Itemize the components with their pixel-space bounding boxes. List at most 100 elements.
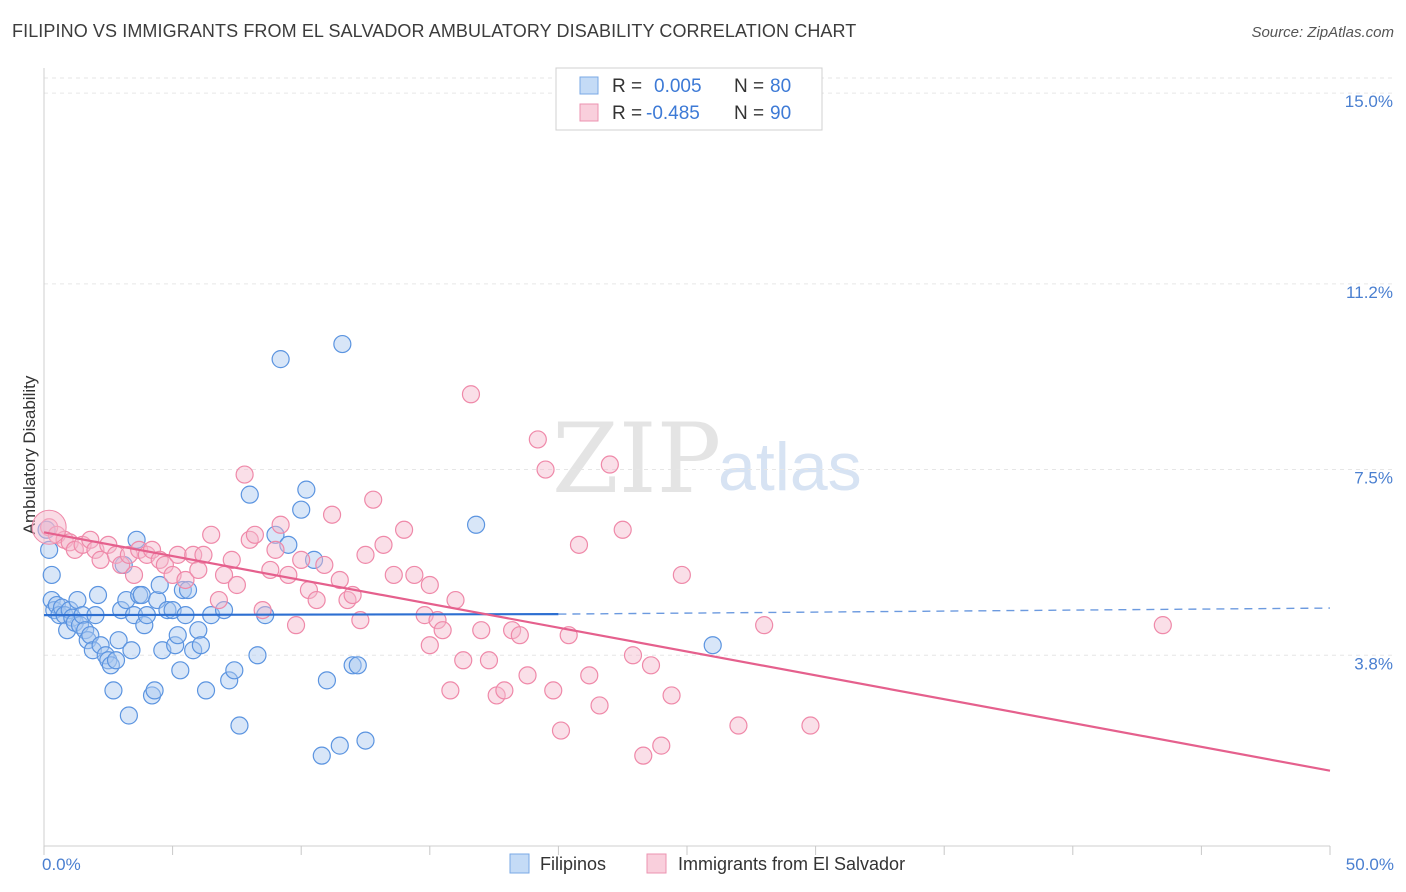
salvador-point — [292, 550, 311, 569]
filipinos-point — [225, 661, 244, 680]
salvador-point — [235, 465, 254, 484]
salvador-point — [634, 746, 653, 765]
filipinos-point — [292, 500, 311, 519]
salvador-point — [330, 570, 349, 590]
salvador-point — [202, 525, 221, 544]
filipinos-point — [330, 736, 349, 755]
watermark-atlas: atlas — [718, 429, 862, 505]
filipinos-point — [189, 621, 208, 640]
y-tick-label: 7.5% — [1354, 469, 1393, 488]
filipinos-point — [68, 590, 87, 610]
salvador-point — [472, 621, 491, 640]
salvador-point — [356, 545, 375, 564]
stats-legend-r-value-pink: -0.485 — [646, 103, 700, 124]
filipinos-point — [122, 641, 141, 660]
salvador-point — [364, 490, 383, 509]
filipinos-point — [356, 731, 375, 750]
salvador-point — [551, 721, 571, 740]
filipinos-point — [343, 656, 362, 675]
filipinos-point — [91, 636, 110, 655]
filipinos-point — [703, 636, 722, 655]
stats-legend-swatch-pink — [579, 103, 599, 122]
bottom-legend-swatch-filipinos — [509, 853, 530, 874]
salvador-point — [536, 460, 555, 479]
stats-legend-n-value-pink: 90 — [770, 103, 791, 124]
y-tick-label: 11.2% — [1346, 283, 1393, 302]
filipinos-point — [104, 681, 123, 700]
filipinos-point — [348, 656, 367, 675]
filipinos-point — [248, 646, 267, 665]
y-axis-title: Ambulatory Disability — [20, 375, 39, 534]
salvador-point — [580, 666, 599, 685]
salvador-point — [266, 540, 285, 559]
salvador-point — [433, 621, 452, 640]
chart-source: Source: ZipAtlas.com — [1251, 24, 1394, 41]
filipinos-point — [220, 671, 239, 690]
filipinos-point — [119, 706, 138, 725]
salvador-point — [569, 535, 589, 554]
salvador-point — [461, 385, 481, 404]
salvador-point — [374, 535, 393, 554]
salvador-point — [528, 430, 547, 449]
filipinos-point — [168, 626, 187, 645]
salvador-point — [454, 651, 473, 670]
salvador-point — [801, 716, 820, 735]
salvador-point — [441, 681, 460, 700]
stats-legend-frame — [555, 67, 823, 131]
salvador-point — [209, 590, 228, 610]
salvador-point — [394, 520, 414, 539]
salvador-point — [112, 555, 131, 575]
filipinos-point — [304, 550, 324, 569]
salvador-point — [518, 666, 537, 685]
filipinos-point — [333, 334, 352, 354]
salvador-point — [641, 656, 661, 675]
stats-legend-n-label-blue: N = — [734, 76, 764, 97]
salvador-point — [420, 575, 439, 595]
filipinos-point — [101, 656, 120, 675]
filipinos-point — [196, 681, 216, 700]
filipinos-point — [96, 646, 115, 665]
stats-legend-r-label-blue: R = — [612, 76, 642, 97]
filipinos-point — [317, 671, 337, 690]
salvador-point — [279, 565, 298, 585]
stats-legend-n-value-blue: 80 — [770, 76, 791, 97]
filipinos-point — [42, 565, 61, 585]
salvador-point — [253, 600, 272, 620]
filipinos-point — [132, 585, 151, 605]
stats-legend-r-label-pink: R = — [612, 103, 642, 124]
x-tick-label-min: 0.0% — [42, 855, 81, 874]
bottom-legend-label-salvador: Immigrants from El Salvador — [678, 854, 905, 874]
filipinos-point — [106, 651, 126, 670]
salvador-point — [652, 736, 671, 755]
salvador-point — [510, 626, 529, 645]
salvador-point — [119, 545, 138, 564]
salvador-trend-line — [43, 531, 1331, 772]
filipinos-trend-line — [43, 613, 559, 617]
salvador-point — [338, 590, 357, 610]
filipinos-point — [240, 485, 259, 504]
filipinos-point — [142, 686, 162, 705]
salvador-point — [623, 646, 643, 665]
salvador-point — [124, 565, 144, 585]
stats-legend-r-value-blue: 0.005 — [654, 76, 702, 97]
bottom-legend-swatch-salvador — [646, 853, 667, 874]
stats-legend-swatch-blue — [579, 76, 599, 95]
salvador-point — [446, 590, 465, 610]
salvador-point — [1153, 616, 1172, 635]
salvador-point — [222, 550, 241, 569]
filipinos-point — [271, 350, 290, 369]
salvador-point — [271, 515, 290, 534]
bottom-legend: Filipinos Immigrants from El Salvador — [509, 853, 905, 874]
salvador-point-large — [31, 509, 67, 545]
salvador-point — [315, 555, 334, 575]
salvador-point — [729, 716, 748, 735]
salvador-point — [613, 520, 632, 539]
salvador-point — [590, 696, 609, 715]
filipinos-trend-line-extension — [558, 607, 1331, 615]
filipinos-point — [88, 585, 108, 605]
filipinos-point — [297, 480, 316, 499]
salvador-point — [155, 555, 174, 575]
watermark-zip: ZIP — [552, 403, 721, 515]
salvador-points — [31, 385, 1172, 765]
salvador-point — [420, 636, 439, 655]
